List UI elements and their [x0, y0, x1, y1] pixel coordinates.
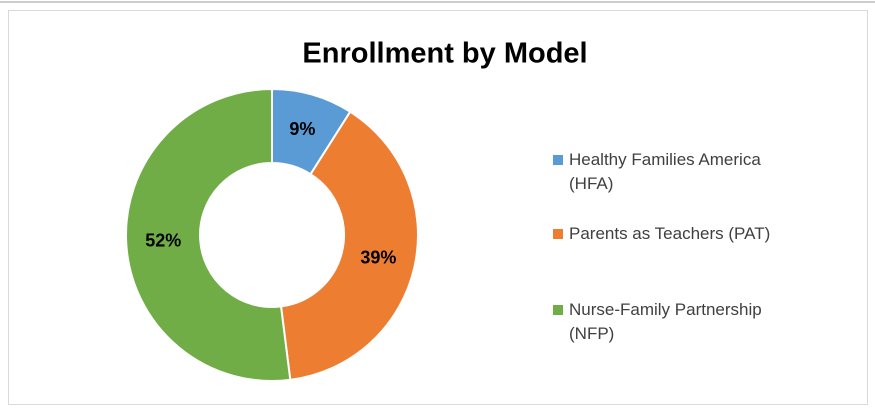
legend-label: Healthy Families America (HFA) [569, 150, 761, 193]
data-label: 39% [360, 248, 396, 268]
legend-swatch [553, 229, 563, 239]
chart-title: Enrollment by Model [302, 38, 587, 70]
legend-item: Healthy Families America (HFA) [553, 148, 793, 196]
legend-swatch [553, 155, 563, 165]
legend-swatch [553, 305, 563, 315]
legend-item: Parents as Teachers (PAT) [553, 222, 793, 246]
donut-slice [279, 110, 419, 381]
legend-item: Nurse-Family Partnership (NFP) [553, 298, 793, 346]
donut-slice [125, 87, 292, 382]
data-label: 52% [145, 231, 181, 251]
data-label: 9% [289, 119, 315, 139]
legend-label: Nurse-Family Partnership (NFP) [569, 300, 762, 343]
legend-label: Parents as Teachers (PAT) [569, 224, 771, 243]
